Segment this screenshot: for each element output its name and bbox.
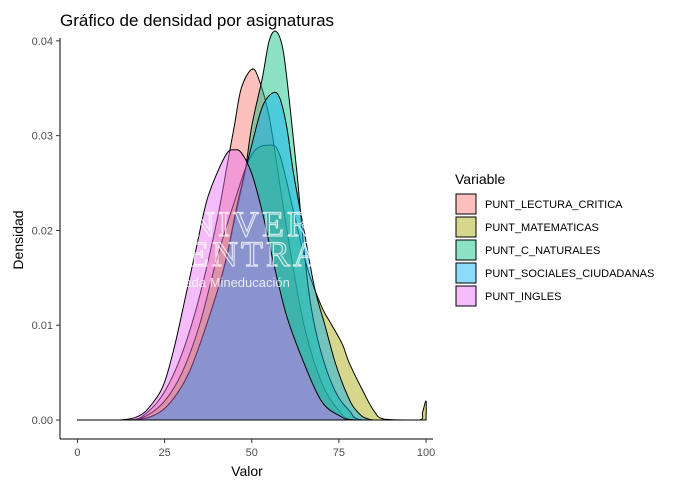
density-area-punt-ingles (76, 149, 427, 421)
x-tick-label: 0 (74, 447, 80, 459)
legend-swatch (455, 239, 477, 261)
y-tick-label: 0.04 (32, 36, 53, 48)
legend-label: PUNT_MATEMATICAS (485, 222, 599, 234)
legend-label: PUNT_INGLES (485, 291, 561, 303)
legend-swatch (455, 285, 477, 307)
watermark: UNIVERSIDAD CENTRAL Vigilada Mineducació… (77, 197, 439, 290)
density-area-punt-lectura-critica (76, 68, 427, 421)
x-tick-label: 25 (158, 447, 170, 459)
density-area-punt-matematicas (76, 144, 427, 421)
y-tick-label: 0.03 (32, 131, 53, 143)
legend-title: Variable (455, 171, 506, 187)
y-tick-label: 0.02 (32, 225, 53, 237)
legend-swatch (455, 262, 477, 284)
legend-swatch (455, 216, 477, 238)
y-tick-label: 0.01 (32, 320, 53, 332)
axes: 0 25 50 75 100 0.00 0.01 0.02 0.03 0.04 (32, 36, 436, 459)
watermark-line3: Vigilada Mineducación (160, 275, 290, 290)
y-tick-label: 0.00 (32, 415, 53, 427)
density-area-punt-sociales-ciudadanas (76, 91, 427, 421)
x-tick-label: 100 (417, 447, 435, 459)
legend: Variable PUNT_LECTURA_CRITICA PUNT_MATEMA… (455, 171, 654, 307)
chart-title: Gráfico de densidad por asignaturas (60, 11, 334, 30)
watermark-line1: UNIVERSIDAD (160, 204, 439, 244)
x-axis-title: Valor (231, 463, 263, 479)
plot-area (76, 30, 427, 421)
legend-swatch (455, 193, 477, 215)
legend-label: PUNT_SOCIALES_CIUDADANAS (485, 268, 654, 280)
legend-label: PUNT_LECTURA_CRITICA (485, 199, 623, 211)
y-axis-title: Densidad (10, 210, 26, 269)
watermark-line2: CENTRAL (160, 234, 347, 274)
legend-label: PUNT_C_NATURALES (485, 245, 600, 257)
x-tick-label: 75 (333, 447, 345, 459)
watermark-emblem (77, 197, 147, 267)
x-tick-label: 50 (246, 447, 258, 459)
